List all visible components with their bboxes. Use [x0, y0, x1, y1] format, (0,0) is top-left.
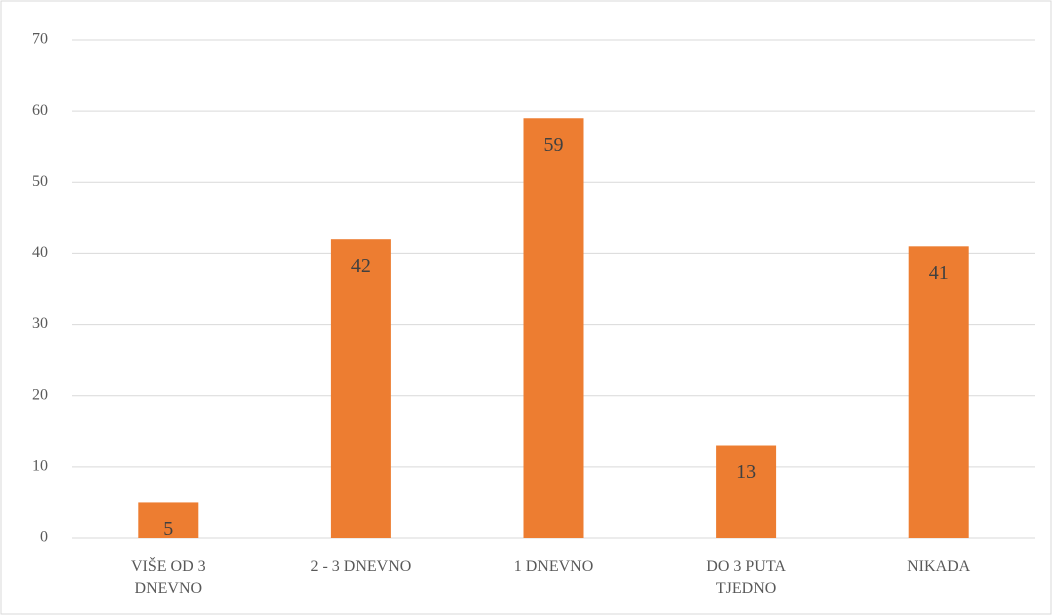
x-tick-label: VIŠE OD 3 DNEVNO: [130, 558, 206, 597]
bar: [523, 118, 584, 538]
y-tick-label: 70: [32, 31, 48, 48]
bar: [138, 502, 199, 538]
y-tick-label: 50: [32, 173, 48, 190]
x-tick-label: NIKADA: [907, 558, 971, 575]
y-tick-label: 10: [32, 458, 48, 475]
y-tick-label: 20: [32, 386, 48, 403]
bar: [330, 239, 391, 538]
y-tick-label: 40: [32, 244, 48, 261]
data-label: 5: [163, 518, 173, 540]
y-tick-label: 60: [32, 102, 48, 119]
y-tick-label: 0: [40, 529, 48, 546]
y-tick-label: 30: [32, 315, 48, 332]
data-label: 59: [544, 134, 564, 156]
bar: [716, 445, 777, 538]
data-label: 42: [351, 255, 371, 277]
bar: [908, 246, 969, 539]
x-tick-label: 2 - 3 DNEVNO: [310, 558, 412, 575]
data-label: 13: [736, 461, 756, 483]
x-tick-label: DO 3 PUTA TJEDNO: [706, 558, 786, 597]
x-tick-label: 1 DNEVNO: [513, 558, 594, 575]
data-label: 41: [929, 262, 949, 284]
